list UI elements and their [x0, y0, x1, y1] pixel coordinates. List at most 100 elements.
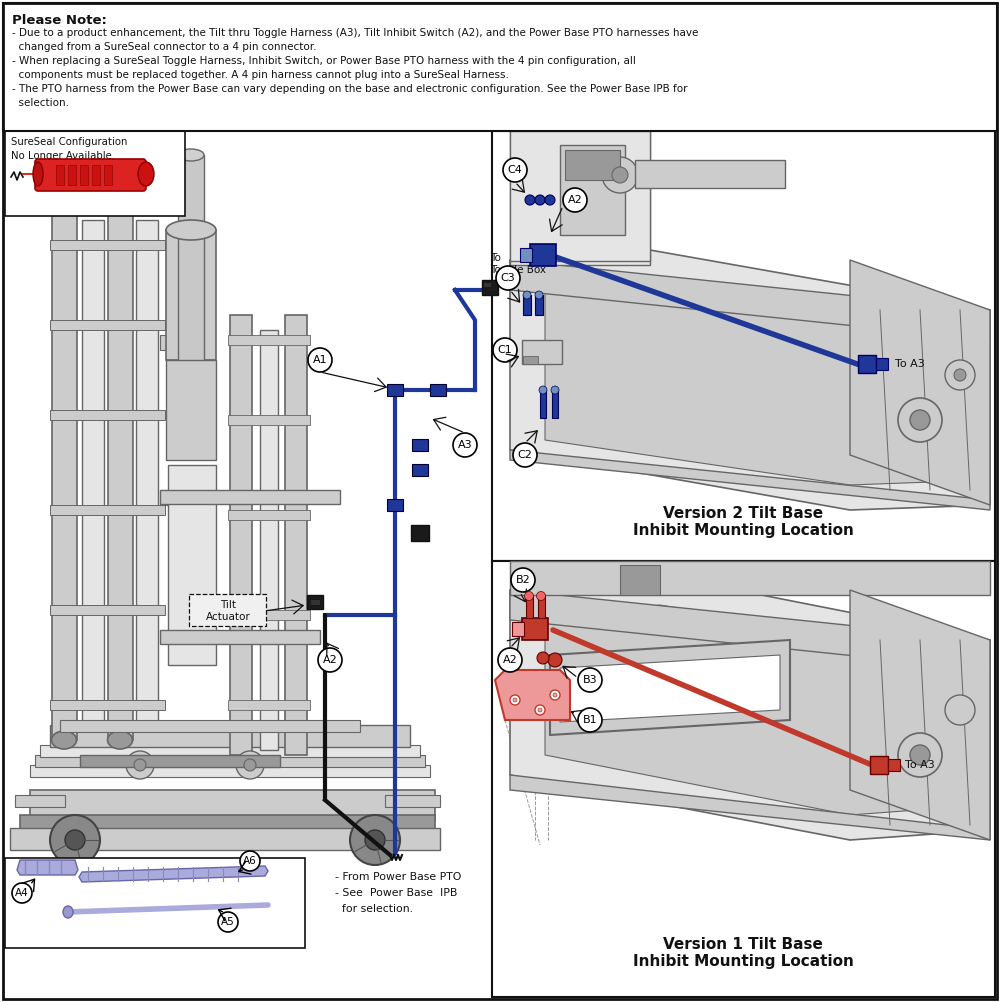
Circle shape	[318, 648, 342, 672]
Bar	[10, 828, 440, 850]
Bar	[411, 525, 429, 541]
Bar	[230, 315, 252, 755]
Polygon shape	[850, 590, 990, 840]
Bar	[168, 465, 216, 665]
Polygon shape	[510, 250, 990, 510]
Ellipse shape	[63, 906, 73, 918]
Text: A2: A2	[503, 655, 517, 665]
Circle shape	[535, 291, 543, 299]
Bar	[50, 725, 410, 747]
Circle shape	[553, 693, 557, 697]
Bar	[228, 335, 310, 345]
Text: components must be replaced together. A 4 pin harness cannot plug into a SureSea: components must be replaced together. A …	[12, 70, 509, 80]
Bar	[56, 165, 64, 185]
Bar	[80, 755, 280, 767]
Bar	[80, 165, 88, 185]
Ellipse shape	[33, 162, 43, 186]
Bar	[535, 295, 543, 315]
Bar	[50, 605, 165, 615]
Circle shape	[563, 188, 587, 212]
Circle shape	[898, 398, 942, 442]
Bar	[538, 596, 545, 618]
Bar	[510, 131, 650, 261]
Bar	[492, 561, 995, 997]
Circle shape	[910, 410, 930, 430]
Bar	[482, 280, 498, 295]
Bar	[50, 410, 165, 420]
Circle shape	[453, 433, 477, 457]
Circle shape	[539, 386, 547, 394]
Text: A3: A3	[458, 440, 472, 450]
Bar	[35, 755, 425, 767]
Circle shape	[612, 167, 628, 183]
Text: A2: A2	[568, 195, 582, 205]
Text: A6: A6	[243, 856, 257, 866]
Circle shape	[525, 195, 535, 205]
Bar	[522, 618, 548, 640]
Circle shape	[548, 653, 562, 667]
Bar	[307, 595, 323, 609]
Text: - Due to a product enhancement, the Tilt thru Toggle Harness (A3), Tilt Inhibit : - Due to a product enhancement, the Tilt…	[12, 28, 698, 38]
Bar	[858, 355, 876, 373]
Bar	[387, 499, 403, 511]
Text: A5: A5	[221, 917, 235, 927]
Text: SureSeal Configuration: SureSeal Configuration	[11, 137, 127, 147]
Text: To A3: To A3	[895, 359, 925, 369]
Circle shape	[503, 158, 527, 182]
Polygon shape	[545, 605, 985, 815]
Text: Version 2 Tilt Base: Version 2 Tilt Base	[663, 506, 823, 521]
Bar	[620, 565, 660, 595]
Text: Inhibit Mounting Location: Inhibit Mounting Location	[633, 954, 853, 969]
Bar	[50, 700, 165, 710]
Circle shape	[513, 698, 517, 702]
Circle shape	[513, 443, 537, 467]
Bar	[5, 131, 185, 216]
Text: Version 1 Tilt Base: Version 1 Tilt Base	[663, 937, 823, 952]
Bar	[520, 248, 532, 262]
Polygon shape	[510, 131, 650, 265]
Circle shape	[510, 695, 520, 705]
Bar	[512, 622, 524, 636]
Bar	[160, 490, 215, 505]
Bar	[310, 599, 320, 605]
Bar	[160, 630, 320, 644]
Bar	[15, 795, 65, 807]
Polygon shape	[510, 775, 990, 840]
Bar	[92, 165, 100, 185]
Circle shape	[550, 690, 560, 700]
Ellipse shape	[138, 162, 154, 186]
Ellipse shape	[52, 731, 76, 749]
Bar	[178, 155, 204, 385]
Ellipse shape	[108, 191, 132, 209]
Circle shape	[12, 883, 32, 903]
Text: C4: C4	[508, 165, 522, 175]
Bar	[30, 790, 435, 820]
Text: for selection.: for selection.	[335, 904, 413, 914]
Circle shape	[365, 830, 385, 850]
Bar	[552, 390, 558, 418]
Text: Inhibit Mounting Location: Inhibit Mounting Location	[633, 523, 853, 538]
Bar	[492, 131, 995, 561]
Bar	[160, 335, 215, 350]
Polygon shape	[510, 260, 990, 340]
Circle shape	[493, 338, 517, 362]
Circle shape	[350, 815, 400, 865]
Bar	[530, 244, 556, 266]
Text: selection.: selection.	[12, 98, 69, 108]
Bar	[560, 145, 625, 235]
Circle shape	[65, 830, 85, 850]
Bar	[160, 490, 340, 504]
Bar	[888, 759, 900, 771]
Bar	[166, 360, 216, 460]
Bar	[635, 160, 785, 188]
Ellipse shape	[166, 220, 216, 240]
Text: B2: B2	[516, 575, 530, 585]
Text: B3: B3	[583, 675, 597, 685]
Bar	[523, 295, 531, 315]
Bar	[68, 165, 76, 185]
Bar	[228, 415, 310, 425]
Polygon shape	[17, 860, 78, 875]
Bar	[228, 510, 310, 520]
Bar	[260, 330, 278, 750]
Circle shape	[536, 591, 546, 600]
